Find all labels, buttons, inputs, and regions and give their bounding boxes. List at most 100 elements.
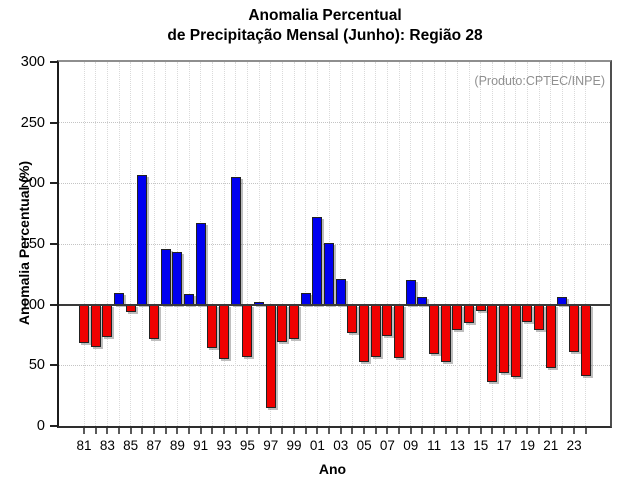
x-gridline-2021 bbox=[550, 62, 552, 426]
x-tick-1990 bbox=[188, 428, 191, 434]
y-tick-300 bbox=[50, 61, 57, 63]
bar-2016 bbox=[487, 304, 498, 383]
x-gridline-2003 bbox=[340, 62, 342, 426]
bar-2018 bbox=[510, 304, 521, 378]
x-gridline-2014 bbox=[468, 62, 470, 426]
bar-2011 bbox=[429, 304, 440, 355]
x-tick-label-2021: 21 bbox=[543, 438, 559, 453]
y-tick-label-300: 300 bbox=[20, 54, 45, 70]
y-tick-label-50: 50 bbox=[28, 357, 45, 374]
y-gridline-50 bbox=[59, 364, 610, 366]
y-tick-50 bbox=[50, 364, 57, 367]
baseline-100 bbox=[59, 303, 610, 306]
x-tick-label-2013: 13 bbox=[449, 438, 465, 453]
bar-1995 bbox=[242, 304, 253, 357]
x-tick-1987 bbox=[153, 428, 156, 434]
source-annotation: (Produto:CPTEC/INPE) bbox=[474, 74, 605, 88]
x-tick-1984 bbox=[118, 428, 120, 434]
x-gridline-1982 bbox=[95, 62, 97, 426]
x-tick-label-1987: 87 bbox=[146, 438, 162, 453]
y-tick-label-100: 100 bbox=[20, 296, 45, 313]
x-tick-2001 bbox=[316, 428, 319, 434]
chart-title-line1: Anomalia Percentual bbox=[248, 7, 402, 24]
chart-title: Anomalia Percentual de Precipitação Mens… bbox=[40, 6, 610, 46]
bar-1989 bbox=[172, 252, 183, 305]
x-tick-2003 bbox=[339, 428, 342, 434]
bar-1988 bbox=[160, 248, 171, 305]
bar-1982 bbox=[90, 304, 101, 348]
bar-1991 bbox=[195, 223, 206, 305]
x-tick-1995 bbox=[246, 428, 249, 434]
x-gridline-2011 bbox=[433, 62, 435, 426]
y-tick-250 bbox=[50, 121, 57, 124]
x-tick-1988 bbox=[164, 428, 167, 434]
x-tick-label-2007: 07 bbox=[379, 438, 395, 453]
bar-2005 bbox=[359, 304, 370, 362]
x-gridline-2004 bbox=[351, 62, 353, 426]
bar-2014 bbox=[464, 304, 475, 323]
bar-1997 bbox=[265, 304, 276, 408]
x-tick-2017 bbox=[503, 428, 506, 434]
x-tick-label-1993: 93 bbox=[216, 438, 232, 453]
x-tick-1996 bbox=[258, 428, 261, 434]
x-tick-1999 bbox=[293, 428, 296, 434]
x-tick-2020 bbox=[538, 428, 541, 434]
bar-2012 bbox=[440, 304, 451, 362]
x-tick-label-2011: 11 bbox=[427, 438, 442, 453]
x-tick-label-2019: 19 bbox=[519, 438, 535, 453]
x-gridline-1984 bbox=[118, 62, 120, 426]
bar-1994 bbox=[230, 177, 241, 305]
x-gridline-1981 bbox=[83, 62, 85, 426]
y-gridline-150 bbox=[59, 243, 610, 245]
x-tick-2006 bbox=[374, 428, 377, 434]
x-gridline-2007 bbox=[386, 62, 388, 426]
x-tick-label-1989: 89 bbox=[169, 438, 185, 453]
x-tick-1986 bbox=[141, 428, 144, 434]
bar-2008 bbox=[394, 304, 405, 359]
y-tick-label-250: 250 bbox=[20, 114, 45, 131]
x-tick-1994 bbox=[234, 428, 237, 434]
bar-1986 bbox=[137, 174, 148, 305]
x-tick-1993 bbox=[223, 428, 226, 434]
x-tick-2013 bbox=[456, 428, 459, 434]
x-tick-2008 bbox=[398, 428, 401, 434]
x-gridline-1983 bbox=[106, 62, 108, 426]
x-tick-label-2003: 03 bbox=[333, 438, 349, 453]
y-tick-200 bbox=[50, 182, 57, 185]
x-gridline-2015 bbox=[480, 62, 482, 426]
x-tick-2004 bbox=[351, 428, 354, 434]
y-tick-label-200: 200 bbox=[20, 175, 45, 192]
x-tick-2000 bbox=[304, 428, 307, 434]
x-gridline-1996 bbox=[258, 62, 260, 426]
x-gridline-2024 bbox=[585, 62, 587, 426]
x-gridline-2022 bbox=[561, 62, 563, 426]
x-gridline-1987 bbox=[153, 62, 155, 426]
x-gridline-1997 bbox=[270, 62, 272, 426]
y-tick-label-0: 0 bbox=[36, 418, 45, 434]
x-gridline-2005 bbox=[363, 62, 365, 426]
x-gridline-2006 bbox=[375, 62, 377, 426]
bar-1993 bbox=[219, 304, 230, 360]
bar-1981 bbox=[79, 304, 89, 344]
x-tick-2010 bbox=[421, 428, 424, 434]
x-gridline-2020 bbox=[538, 62, 540, 426]
x-tick-label-1997: 97 bbox=[263, 438, 279, 453]
x-gridline-2012 bbox=[445, 62, 447, 426]
x-tick-2012 bbox=[444, 428, 447, 434]
bar-2002 bbox=[324, 242, 335, 305]
x-gridline-1998 bbox=[281, 62, 283, 426]
x-gridline-2016 bbox=[491, 62, 493, 426]
y-tick-label-150: 150 bbox=[20, 236, 45, 252]
x-gridline-1995 bbox=[246, 62, 248, 426]
bar-2019 bbox=[522, 304, 533, 322]
x-tick-label-1991: 91 bbox=[193, 438, 209, 453]
x-gridline-2009 bbox=[410, 62, 412, 426]
bar-2009 bbox=[405, 280, 416, 305]
y-tick-100 bbox=[50, 303, 57, 306]
bar-2007 bbox=[382, 304, 393, 337]
x-gridline-1993 bbox=[223, 62, 225, 426]
x-tick-2024 bbox=[584, 428, 587, 434]
x-gridline-2010 bbox=[421, 62, 423, 426]
x-tick-label-2023: 23 bbox=[566, 438, 582, 453]
y-gridline-200 bbox=[59, 182, 610, 184]
